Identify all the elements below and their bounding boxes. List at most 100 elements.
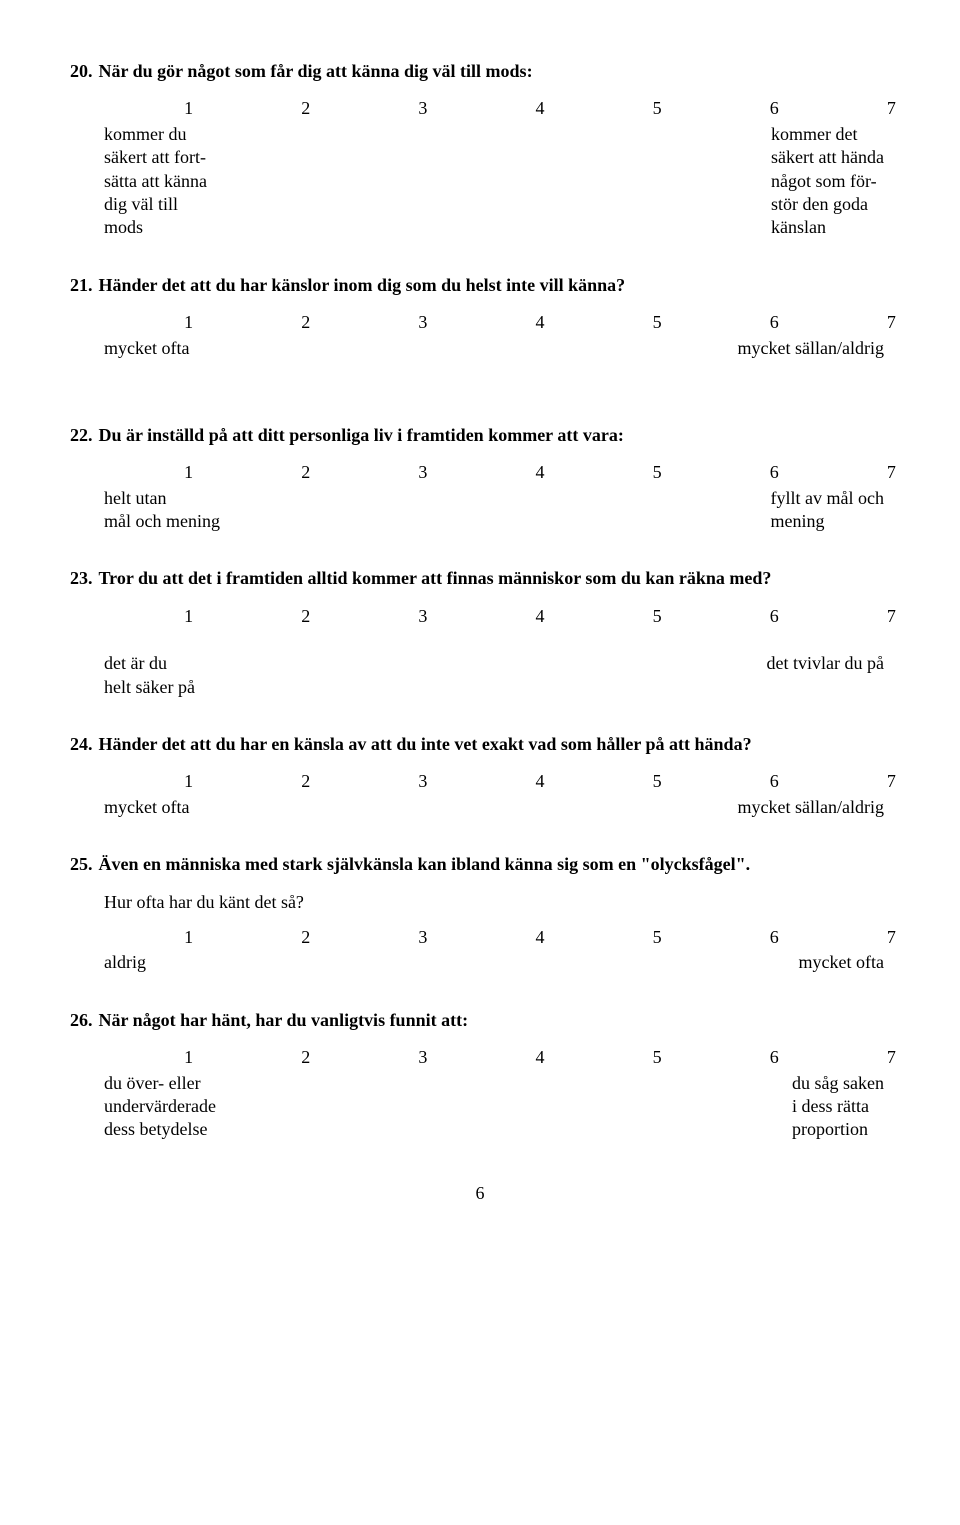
anchor-right: det tvivlar du på	[767, 652, 924, 699]
scale-row: 1234567	[70, 605, 960, 628]
question-20: 20. När du gör något som får dig att känn…	[70, 60, 890, 240]
question-text: 23. Tror du att det i framtiden alltid ko…	[70, 567, 890, 590]
scale-number: 6	[716, 1046, 833, 1069]
question-23: 23. Tror du att det i framtiden alltid ko…	[70, 567, 890, 699]
scale-number: 2	[247, 605, 364, 628]
scale-number: 5	[599, 926, 716, 949]
scale-number: 3	[364, 605, 481, 628]
anchor-left: det är du helt säker på	[104, 652, 195, 699]
question-text: 20. När du gör något som får dig att känn…	[70, 60, 890, 83]
scale-row: 1234567	[70, 1046, 960, 1069]
scale-number: 5	[599, 97, 716, 120]
scale-number: 7	[833, 770, 950, 793]
question-label: När du gör något som får dig att känna d…	[99, 61, 533, 81]
scale-number: 2	[247, 1046, 364, 1069]
scale-row: 1234567	[70, 461, 960, 484]
question-label: Händer det att du har känslor inom dig s…	[99, 275, 626, 295]
scale-number: 4	[481, 605, 598, 628]
scale-number: 3	[364, 311, 481, 334]
question-number: 21.	[70, 275, 93, 295]
question-label: Tror du att det i framtiden alltid komme…	[99, 568, 772, 588]
anchor-left: kommer du säkert att fort- sätta att kän…	[104, 123, 207, 240]
anchor-left: mycket ofta	[104, 337, 189, 360]
scale-number: 1	[130, 605, 247, 628]
question-number: 23.	[70, 568, 93, 588]
anchor-left: helt utan mål och mening	[104, 487, 220, 534]
anchor-row: helt utan mål och mening fyllt av mål och…	[70, 487, 924, 534]
anchor-row: kommer du säkert att fort- sätta att kän…	[70, 123, 924, 240]
scale-number: 3	[364, 1046, 481, 1069]
scale-number: 4	[481, 1046, 598, 1069]
scale-number: 3	[364, 926, 481, 949]
question-label: Händer det att du har en känsla av att d…	[99, 734, 752, 754]
scale-number: 2	[247, 311, 364, 334]
scale-number: 3	[364, 461, 481, 484]
scale-number: 4	[481, 311, 598, 334]
question-26: 26. När något har hänt, har du vanligtvis…	[70, 1009, 890, 1142]
anchor-row: det är du helt säker på det tvivlar du på	[70, 652, 924, 699]
anchor-right: fyllt av mål och mening	[771, 487, 924, 534]
scale-number: 3	[364, 770, 481, 793]
scale-number: 5	[599, 770, 716, 793]
scale-number: 2	[247, 97, 364, 120]
question-number: 25.	[70, 854, 93, 874]
scale-number: 4	[481, 926, 598, 949]
scale-number: 6	[716, 97, 833, 120]
question-subtext: Hur ofta har du känt det så?	[70, 891, 890, 914]
anchor-row: mycket ofta mycket sällan/aldrig	[70, 796, 924, 819]
scale-number: 1	[130, 770, 247, 793]
question-text: 26. När något har hänt, har du vanligtvis…	[70, 1009, 890, 1032]
anchor-right: mycket sällan/aldrig	[738, 796, 924, 819]
scale-row: 1234567	[70, 311, 960, 334]
question-label: När något har hänt, har du vanligtvis fu…	[99, 1010, 469, 1030]
question-text: 21. Händer det att du har känslor inom di…	[70, 274, 890, 297]
question-text: 22. Du är inställd på att ditt personliga…	[70, 424, 890, 447]
question-label: Även en människa med stark självkänsla k…	[99, 854, 751, 874]
question-label: Du är inställd på att ditt personliga li…	[99, 425, 624, 445]
scale-number: 5	[599, 1046, 716, 1069]
scale-number: 5	[599, 461, 716, 484]
anchor-right: mycket ofta	[799, 951, 924, 974]
scale-number: 1	[130, 926, 247, 949]
scale-row: 1234567	[70, 770, 960, 793]
scale-number: 5	[599, 605, 716, 628]
scale-number: 2	[247, 461, 364, 484]
scale-number: 2	[247, 770, 364, 793]
scale-number: 7	[833, 461, 950, 484]
question-25: 25. Även en människa med stark självkänsl…	[70, 853, 890, 975]
scale-number: 6	[716, 605, 833, 628]
anchor-row: mycket ofta mycket sällan/aldrig	[70, 337, 924, 360]
question-number: 26.	[70, 1010, 93, 1030]
question-21: 21. Händer det att du har känslor inom di…	[70, 274, 890, 360]
scale-number: 1	[130, 1046, 247, 1069]
scale-number: 7	[833, 1046, 950, 1069]
question-number: 22.	[70, 425, 93, 445]
scale-number: 7	[833, 605, 950, 628]
scale-number: 6	[716, 461, 833, 484]
anchor-right: kommer det säkert att hända något som fö…	[771, 123, 924, 240]
page-number: 6	[70, 1182, 890, 1205]
anchor-row: du över- eller undervärderade dess betyd…	[70, 1072, 924, 1142]
anchor-right: du såg saken i dess rätta proportion	[792, 1072, 924, 1142]
scale-number: 1	[130, 461, 247, 484]
anchor-row: aldrigmycket ofta	[70, 951, 924, 974]
scale-row: 1234567	[70, 97, 960, 120]
scale-number: 1	[130, 311, 247, 334]
scale-number: 4	[481, 770, 598, 793]
scale-number: 2	[247, 926, 364, 949]
scale-number: 6	[716, 311, 833, 334]
question-number: 20.	[70, 61, 93, 81]
anchor-right: mycket sällan/aldrig	[738, 337, 924, 360]
scale-number: 4	[481, 97, 598, 120]
scale-number: 4	[481, 461, 598, 484]
scale-number: 7	[833, 311, 950, 334]
question-text: 24.Händer det att du har en känsla av at…	[70, 733, 890, 756]
anchor-left: mycket ofta	[104, 796, 189, 819]
scale-number: 5	[599, 311, 716, 334]
scale-row: 1234567	[70, 926, 960, 949]
scale-number: 7	[833, 926, 950, 949]
scale-number: 3	[364, 97, 481, 120]
scale-number: 6	[716, 926, 833, 949]
scale-number: 6	[716, 770, 833, 793]
scale-number: 7	[833, 97, 950, 120]
